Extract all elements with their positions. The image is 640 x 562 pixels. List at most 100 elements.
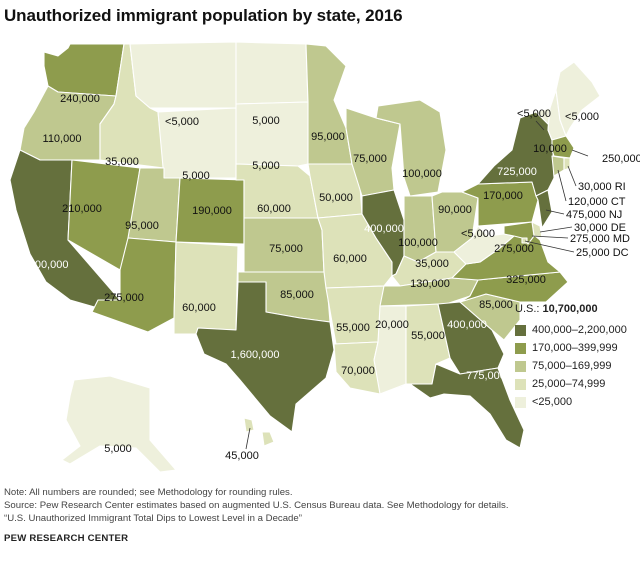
state-TX	[195, 281, 335, 433]
state-value-label-AL: 55,000	[411, 330, 445, 342]
legend-item: <25,000	[515, 393, 627, 411]
state-value-label-OR: 110,000	[43, 133, 82, 145]
state-MI	[375, 99, 447, 197]
state-value-label-ND: 5,000	[252, 115, 280, 127]
legend-label: 400,000–2,200,000	[532, 324, 627, 336]
state-value-label-TX: 1,600,000	[231, 349, 280, 361]
state-value-label-RI: 30,000 RI	[578, 181, 626, 193]
state-value-label-MA: 250,000	[602, 153, 640, 165]
legend-swatch	[515, 342, 526, 354]
state-ND	[235, 41, 309, 105]
legend-item: 400,000–2,200,000	[515, 321, 627, 339]
state-value-label-ID: 35,000	[105, 156, 139, 168]
state-WA	[43, 43, 125, 97]
state-value-label-CA: 2,200,000	[20, 259, 69, 271]
note-text: Note: All numbers are rounded; see Metho…	[4, 487, 293, 498]
us-total-value: 10,700,000	[542, 303, 598, 315]
leader-line-VT	[535, 120, 545, 131]
legend-label: 75,000–169,999	[532, 360, 612, 372]
state-value-label-FL: 775,000	[466, 370, 506, 382]
state-SD	[235, 101, 309, 167]
leader-line-RI	[567, 165, 577, 187]
state-value-label-WI: 75,000	[353, 153, 387, 165]
state-value-label-MD: 275,000 MD	[570, 233, 630, 245]
state-value-label-IA: 50,000	[319, 192, 353, 204]
state-value-label-UT: 95,000	[125, 220, 159, 232]
state-value-label-OK: 85,000	[280, 289, 314, 301]
footnotes: Note: All numbers are rounded; see Metho…	[4, 486, 509, 525]
state-value-label-DE: 30,000 DE	[574, 222, 626, 234]
state-HI	[243, 417, 255, 433]
brand-credit: PEW RESEARCH CENTER	[4, 533, 129, 544]
state-HI-2	[261, 431, 275, 447]
state-DC	[521, 237, 528, 244]
state-IN	[403, 195, 437, 263]
state-value-label-TN: 130,000	[410, 278, 450, 290]
state-value-label-IN: 100,000	[398, 237, 438, 249]
legend-swatch	[515, 378, 526, 390]
state-value-label-VA: 275,000	[494, 243, 534, 255]
state-ME	[555, 61, 601, 137]
legend-label: 25,000–74,999	[532, 378, 606, 390]
state-value-label-NM: 60,000	[182, 302, 216, 314]
state-MN	[305, 43, 353, 165]
state-value-label-DC: 25,000 DC	[576, 247, 629, 259]
state-value-label-MN: 95,000	[311, 131, 345, 143]
state-AR	[325, 285, 385, 345]
state-value-label-WA: 240,000	[60, 93, 100, 105]
source-text: Source: Pew Research Center estimates ba…	[4, 500, 509, 511]
state-value-label-WY: 5,000	[182, 170, 210, 182]
state-value-label-AK: 5,000	[104, 443, 132, 455]
state-value-label-KY: 35,000	[415, 258, 449, 270]
legend-item: 25,000–74,999	[515, 375, 627, 393]
leader-line-HI	[245, 427, 251, 450]
legend-swatch	[515, 360, 526, 372]
leader-line-MA	[571, 149, 589, 157]
state-value-label-SD: 5,000	[252, 160, 280, 172]
state-value-label-MI: 100,000	[402, 168, 442, 180]
state-value-label-NV: 210,000	[62, 203, 102, 215]
state-value-label-NH: 10,000	[533, 143, 567, 155]
state-value-label-OH: 90,000	[438, 204, 472, 216]
leader-line-MD	[531, 235, 569, 239]
state-NJ	[535, 189, 553, 229]
state-value-label-PA: 170,000	[483, 190, 523, 202]
state-value-label-IL: 400,000	[364, 223, 404, 235]
leader-line-DE	[539, 226, 573, 233]
state-value-label-AZ: 275,000	[104, 292, 144, 304]
state-value-label-NE: 60,000	[257, 203, 291, 215]
state-value-label-GA: 400,000	[447, 319, 487, 331]
state-value-label-ME: <5,000	[565, 111, 599, 123]
leader-line-CT	[557, 169, 567, 202]
legend-swatch	[515, 324, 526, 336]
state-FL	[409, 363, 525, 449]
state-NM	[173, 241, 239, 335]
state-CT	[551, 155, 565, 177]
report-title-text: “U.S. Unauthorized Immigrant Total Dips …	[4, 513, 302, 524]
legend: U.S.: 10,700,000 400,000–2,200,000 170,0…	[515, 303, 627, 411]
state-value-label-AR: 55,000	[336, 322, 370, 334]
leader-line-NJ	[545, 209, 565, 215]
state-value-label-CT: 120,000 CT	[568, 196, 626, 208]
legend-label: 170,000–399,999	[532, 342, 618, 354]
legend-item: 170,000–399,999	[515, 339, 627, 357]
state-MT	[129, 41, 237, 109]
state-value-label-MT: <5,000	[165, 116, 199, 128]
state-IA	[307, 163, 363, 219]
state-AK	[61, 375, 177, 473]
state-value-label-CO: 190,000	[192, 205, 232, 217]
state-WV	[453, 225, 515, 265]
leader-line-DC	[524, 240, 575, 253]
state-value-label-MS: 20,000	[375, 319, 409, 331]
us-total-label: U.S.:	[515, 303, 540, 315]
legend-swatch	[515, 396, 526, 408]
us-total: U.S.: 10,700,000	[515, 303, 627, 315]
us-choropleth-map: 240,000 110,000 2,200,000 35,000 210,000 <5,0…	[9, 41, 640, 473]
state-value-label-VT: <5,000	[517, 108, 551, 120]
legend-item: 75,000–169,999	[515, 357, 627, 375]
state-value-label-WV: <5,000	[461, 228, 495, 240]
state-value-label-MO: 60,000	[333, 253, 367, 265]
state-value-label-NC: 325,000	[506, 274, 546, 286]
legend-label: <25,000	[532, 396, 573, 408]
state-value-label-KS: 75,000	[269, 243, 303, 255]
